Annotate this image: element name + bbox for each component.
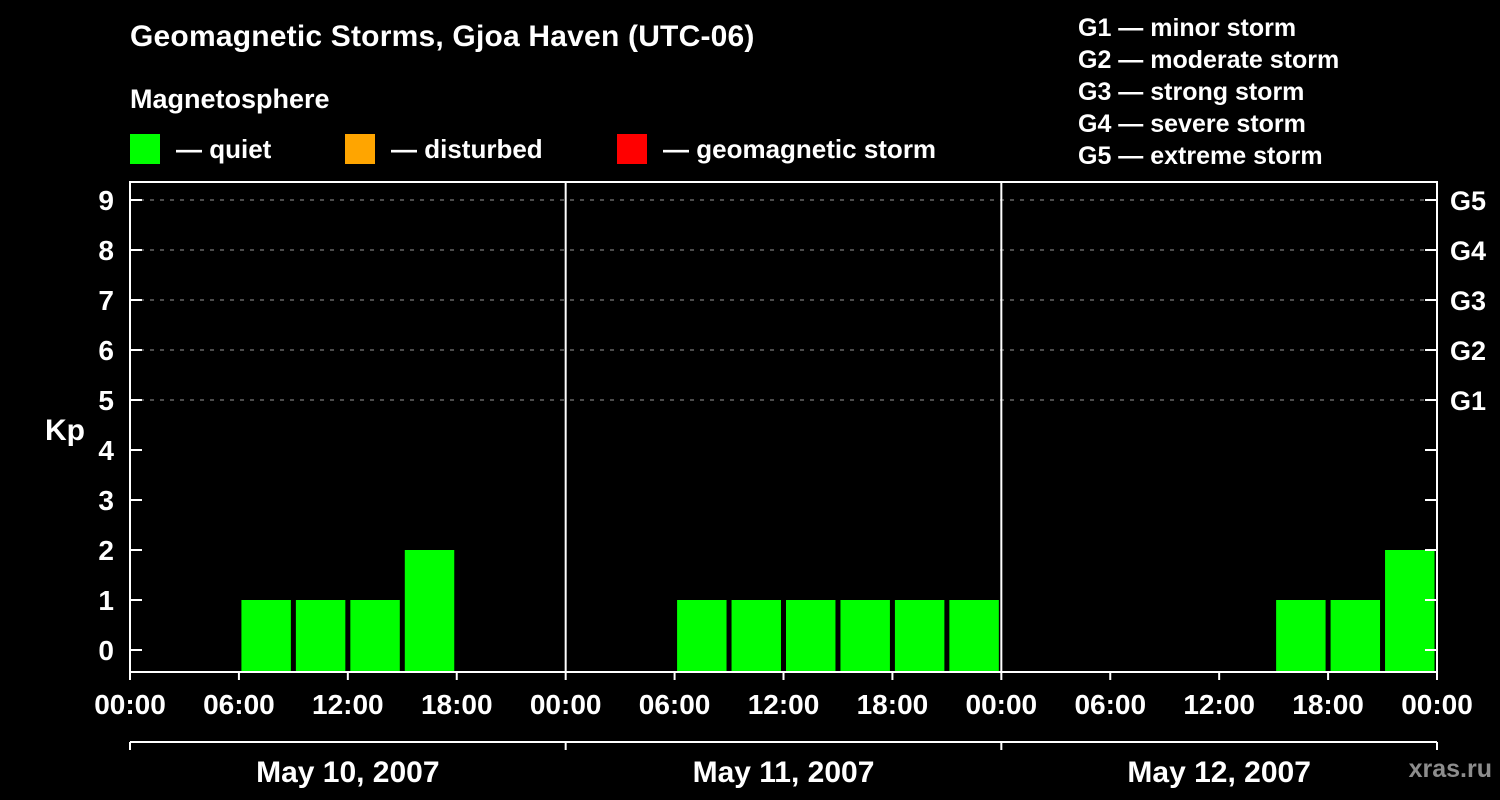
- kp-bar: [840, 600, 890, 672]
- disturbed-label: — disturbed: [391, 133, 543, 164]
- kp-bar: [894, 600, 945, 672]
- g-level-label: G3: [1450, 286, 1486, 316]
- kp-axis-label: Kp: [45, 414, 85, 447]
- time-tick-label: 12:00: [1183, 689, 1255, 720]
- time-tick-label: 00:00: [530, 689, 602, 720]
- kp-bar: [677, 600, 727, 672]
- time-tick-label: 00:00: [94, 689, 166, 720]
- time-tick-label: 06:00: [1074, 689, 1146, 720]
- kp-bar: [295, 600, 346, 672]
- g5-scale-line: G5 — extreme storm: [1078, 142, 1323, 170]
- chart-subtitle: Magnetosphere: [130, 84, 330, 114]
- g4-scale-line: G4 — severe storm: [1078, 110, 1306, 138]
- quiet-label: — quiet: [176, 133, 272, 164]
- y-tick-label: 2: [98, 535, 114, 566]
- y-tick-label: 6: [98, 335, 114, 366]
- kp-bar: [241, 600, 291, 672]
- kp-bar: [404, 550, 455, 672]
- y-tick-label: 7: [98, 285, 114, 316]
- g3-scale-line: G3 — strong storm: [1078, 78, 1305, 106]
- time-tick-label: 18:00: [1292, 689, 1364, 720]
- quiet-color-swatch: [130, 134, 160, 164]
- geomagnetic-storm-label: — geomagnetic storm: [663, 133, 937, 164]
- kp-bar: [1276, 600, 1326, 672]
- date-label: May 11, 2007: [693, 756, 875, 789]
- time-tick-label: 18:00: [421, 689, 493, 720]
- y-tick-label: 4: [98, 435, 114, 466]
- geomagnetic-storm-color-swatch: [617, 134, 647, 164]
- kp-bar: [949, 600, 999, 672]
- g-level-label: G5: [1450, 186, 1486, 216]
- chart-title: Geomagnetic Storms, Gjoa Haven (UTC-06): [130, 20, 755, 53]
- y-tick-label: 1: [98, 585, 114, 616]
- time-tick-label: 06:00: [203, 689, 275, 720]
- time-tick-label: 12:00: [312, 689, 384, 720]
- y-tick-label: 3: [98, 485, 114, 516]
- kp-bar: [786, 600, 836, 672]
- plot-frame: [129, 181, 1438, 673]
- time-tick-label: 12:00: [748, 689, 820, 720]
- y-tick-label: 0: [98, 635, 114, 666]
- g-level-label: G4: [1450, 236, 1486, 266]
- legend-item-quiet: — quiet: [130, 133, 271, 165]
- g-level-label: G2: [1450, 336, 1486, 366]
- g1-scale-line: G1 — minor storm: [1078, 14, 1297, 42]
- date-label: May 10, 2007: [256, 756, 439, 789]
- y-tick-label: 9: [98, 185, 114, 216]
- kp-bar: [1385, 550, 1435, 672]
- storm-scale-legend: G1 — minor storm G2 — moderate storm G3 …: [1078, 12, 1339, 172]
- kp-bar: [1330, 600, 1381, 672]
- time-tick-label: 00:00: [1401, 689, 1473, 720]
- kp-bar: [731, 600, 781, 672]
- legend-item-geomagnetic-storm: — geomagnetic storm: [617, 133, 936, 165]
- time-tick-label: 00:00: [966, 689, 1038, 720]
- g2-scale-line: G2 — moderate storm: [1078, 46, 1340, 74]
- date-label: May 12, 2007: [1127, 756, 1310, 789]
- legend-item-disturbed: — disturbed: [345, 133, 543, 165]
- y-tick-label: 5: [98, 385, 114, 416]
- time-tick-label: 06:00: [639, 689, 711, 720]
- y-tick-label: 8: [98, 235, 114, 266]
- watermark-xras: xras.ru: [1408, 755, 1492, 783]
- g-level-label: G1: [1450, 386, 1486, 416]
- disturbed-color-swatch: [345, 134, 375, 164]
- kp-bar: [350, 600, 400, 672]
- time-tick-label: 18:00: [857, 689, 929, 720]
